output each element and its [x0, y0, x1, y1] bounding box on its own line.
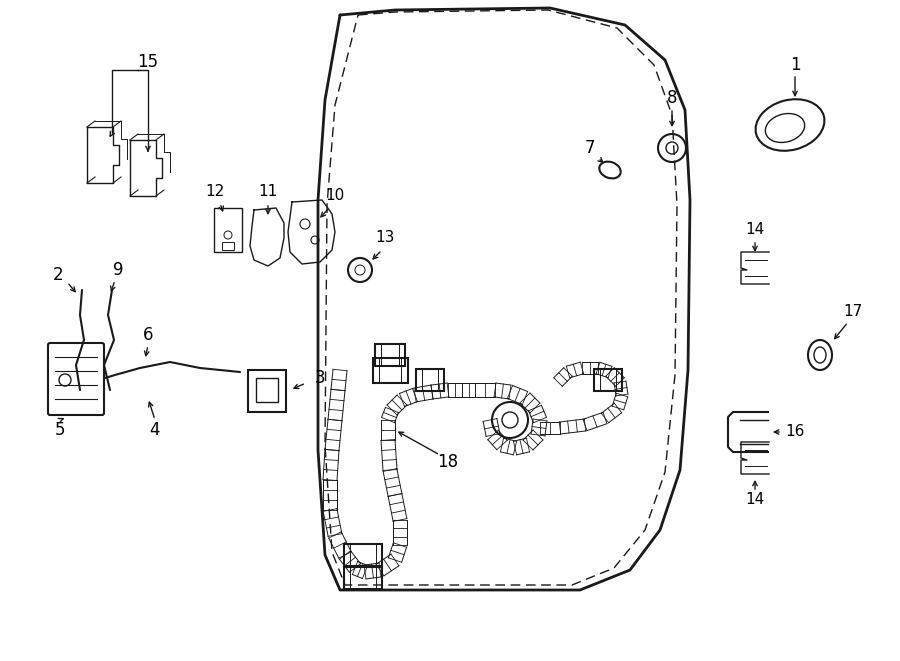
Bar	[222, 242, 234, 250]
Text: 5: 5	[55, 421, 65, 439]
Bar	[344, 544, 382, 566]
Text: 4: 4	[149, 421, 160, 439]
Text: 8: 8	[667, 89, 677, 107]
Text: 12: 12	[205, 184, 225, 200]
Text: 14: 14	[745, 492, 765, 508]
Text: 15: 15	[138, 53, 158, 71]
Bar	[594, 369, 622, 391]
Text: 10: 10	[326, 188, 345, 202]
Text: 9: 9	[112, 261, 123, 279]
Bar	[248, 370, 286, 412]
Text: 3: 3	[315, 369, 325, 387]
Text: 7: 7	[585, 139, 595, 157]
Text: 14: 14	[745, 223, 765, 237]
Bar	[256, 378, 278, 402]
Text: 16: 16	[786, 424, 805, 440]
Text: 2: 2	[53, 266, 63, 284]
Text: 17: 17	[843, 305, 862, 319]
Text: 13: 13	[375, 231, 395, 245]
Bar	[214, 208, 242, 252]
Text: 1: 1	[789, 56, 800, 74]
Bar	[375, 344, 405, 366]
Bar	[344, 567, 382, 589]
Text: 6: 6	[143, 326, 153, 344]
Text: 18: 18	[437, 453, 459, 471]
Bar	[373, 358, 408, 383]
Text: 11: 11	[258, 184, 277, 200]
Bar	[416, 369, 444, 391]
